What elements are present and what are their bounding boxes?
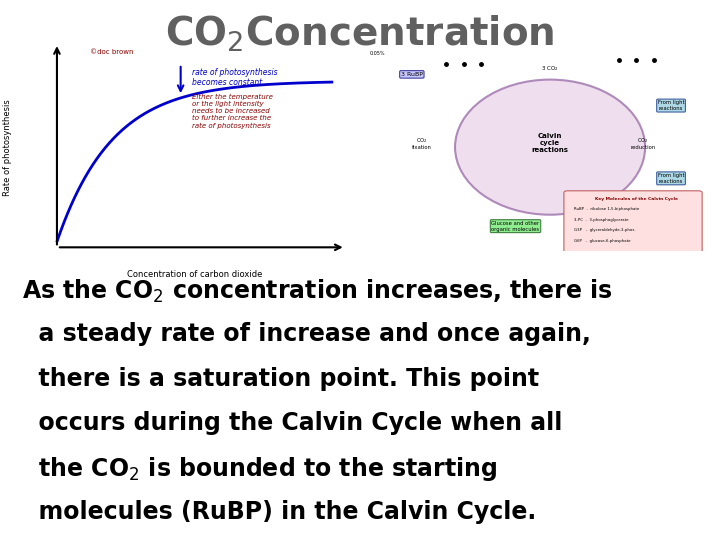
Text: RuBP  -  ribulose 1,5-biphosphate: RuBP - ribulose 1,5-biphosphate (575, 207, 639, 212)
Ellipse shape (455, 79, 645, 215)
Text: Concentration of carbon dioxide: Concentration of carbon dioxide (127, 270, 262, 279)
Text: 3-PC  -  3-phosphoglycerate: 3-PC - 3-phosphoglycerate (575, 218, 629, 222)
Text: G3P   -  glyceraldehyde-3-phos.: G3P - glyceraldehyde-3-phos. (575, 228, 636, 232)
Text: G6P   -  glucose-6-phosphate: G6P - glucose-6-phosphate (575, 239, 631, 242)
Text: the CO$_2$ is bounded to the starting: the CO$_2$ is bounded to the starting (22, 455, 497, 483)
Text: Either the temperature
or the light intensity
needs to be increased
to further i: Either the temperature or the light inte… (192, 94, 273, 129)
Text: From light
reactions: From light reactions (658, 173, 684, 184)
Text: there is a saturation point. This point: there is a saturation point. This point (22, 367, 539, 390)
Text: As the CO$_2$ concentration increases, there is: As the CO$_2$ concentration increases, t… (22, 278, 612, 305)
Text: Calvin
cycle
reactions: Calvin cycle reactions (531, 133, 569, 153)
Text: Rate of photosynthesis: Rate of photosynthesis (3, 99, 12, 195)
Text: CO$_2$Concentration: CO$_2$Concentration (165, 14, 555, 54)
Text: Glucose and other
organic molecules: Glucose and other organic molecules (491, 221, 540, 232)
Text: rate of photosynthesis
becomes constant: rate of photosynthesis becomes constant (192, 68, 277, 87)
Text: 0.05%: 0.05% (369, 51, 385, 56)
Text: 3 RuBP: 3 RuBP (401, 72, 423, 77)
Text: Key Molecules of the Calvin Cycle: Key Molecules of the Calvin Cycle (595, 197, 678, 201)
Text: occurs during the Calvin Cycle when all: occurs during the Calvin Cycle when all (22, 411, 562, 435)
Text: ©doc brown: ©doc brown (90, 49, 133, 55)
Text: molecules (RuBP) in the Calvin Cycle.: molecules (RuBP) in the Calvin Cycle. (22, 500, 536, 523)
Text: 3 CO$_2$: 3 CO$_2$ (541, 64, 559, 72)
FancyBboxPatch shape (564, 191, 702, 253)
Text: a steady rate of increase and once again,: a steady rate of increase and once again… (22, 322, 590, 346)
Text: CO$_2$
reduction: CO$_2$ reduction (631, 136, 656, 150)
Text: CO$_2$
fixation: CO$_2$ fixation (413, 136, 432, 150)
Text: From light
reactions: From light reactions (658, 100, 684, 111)
